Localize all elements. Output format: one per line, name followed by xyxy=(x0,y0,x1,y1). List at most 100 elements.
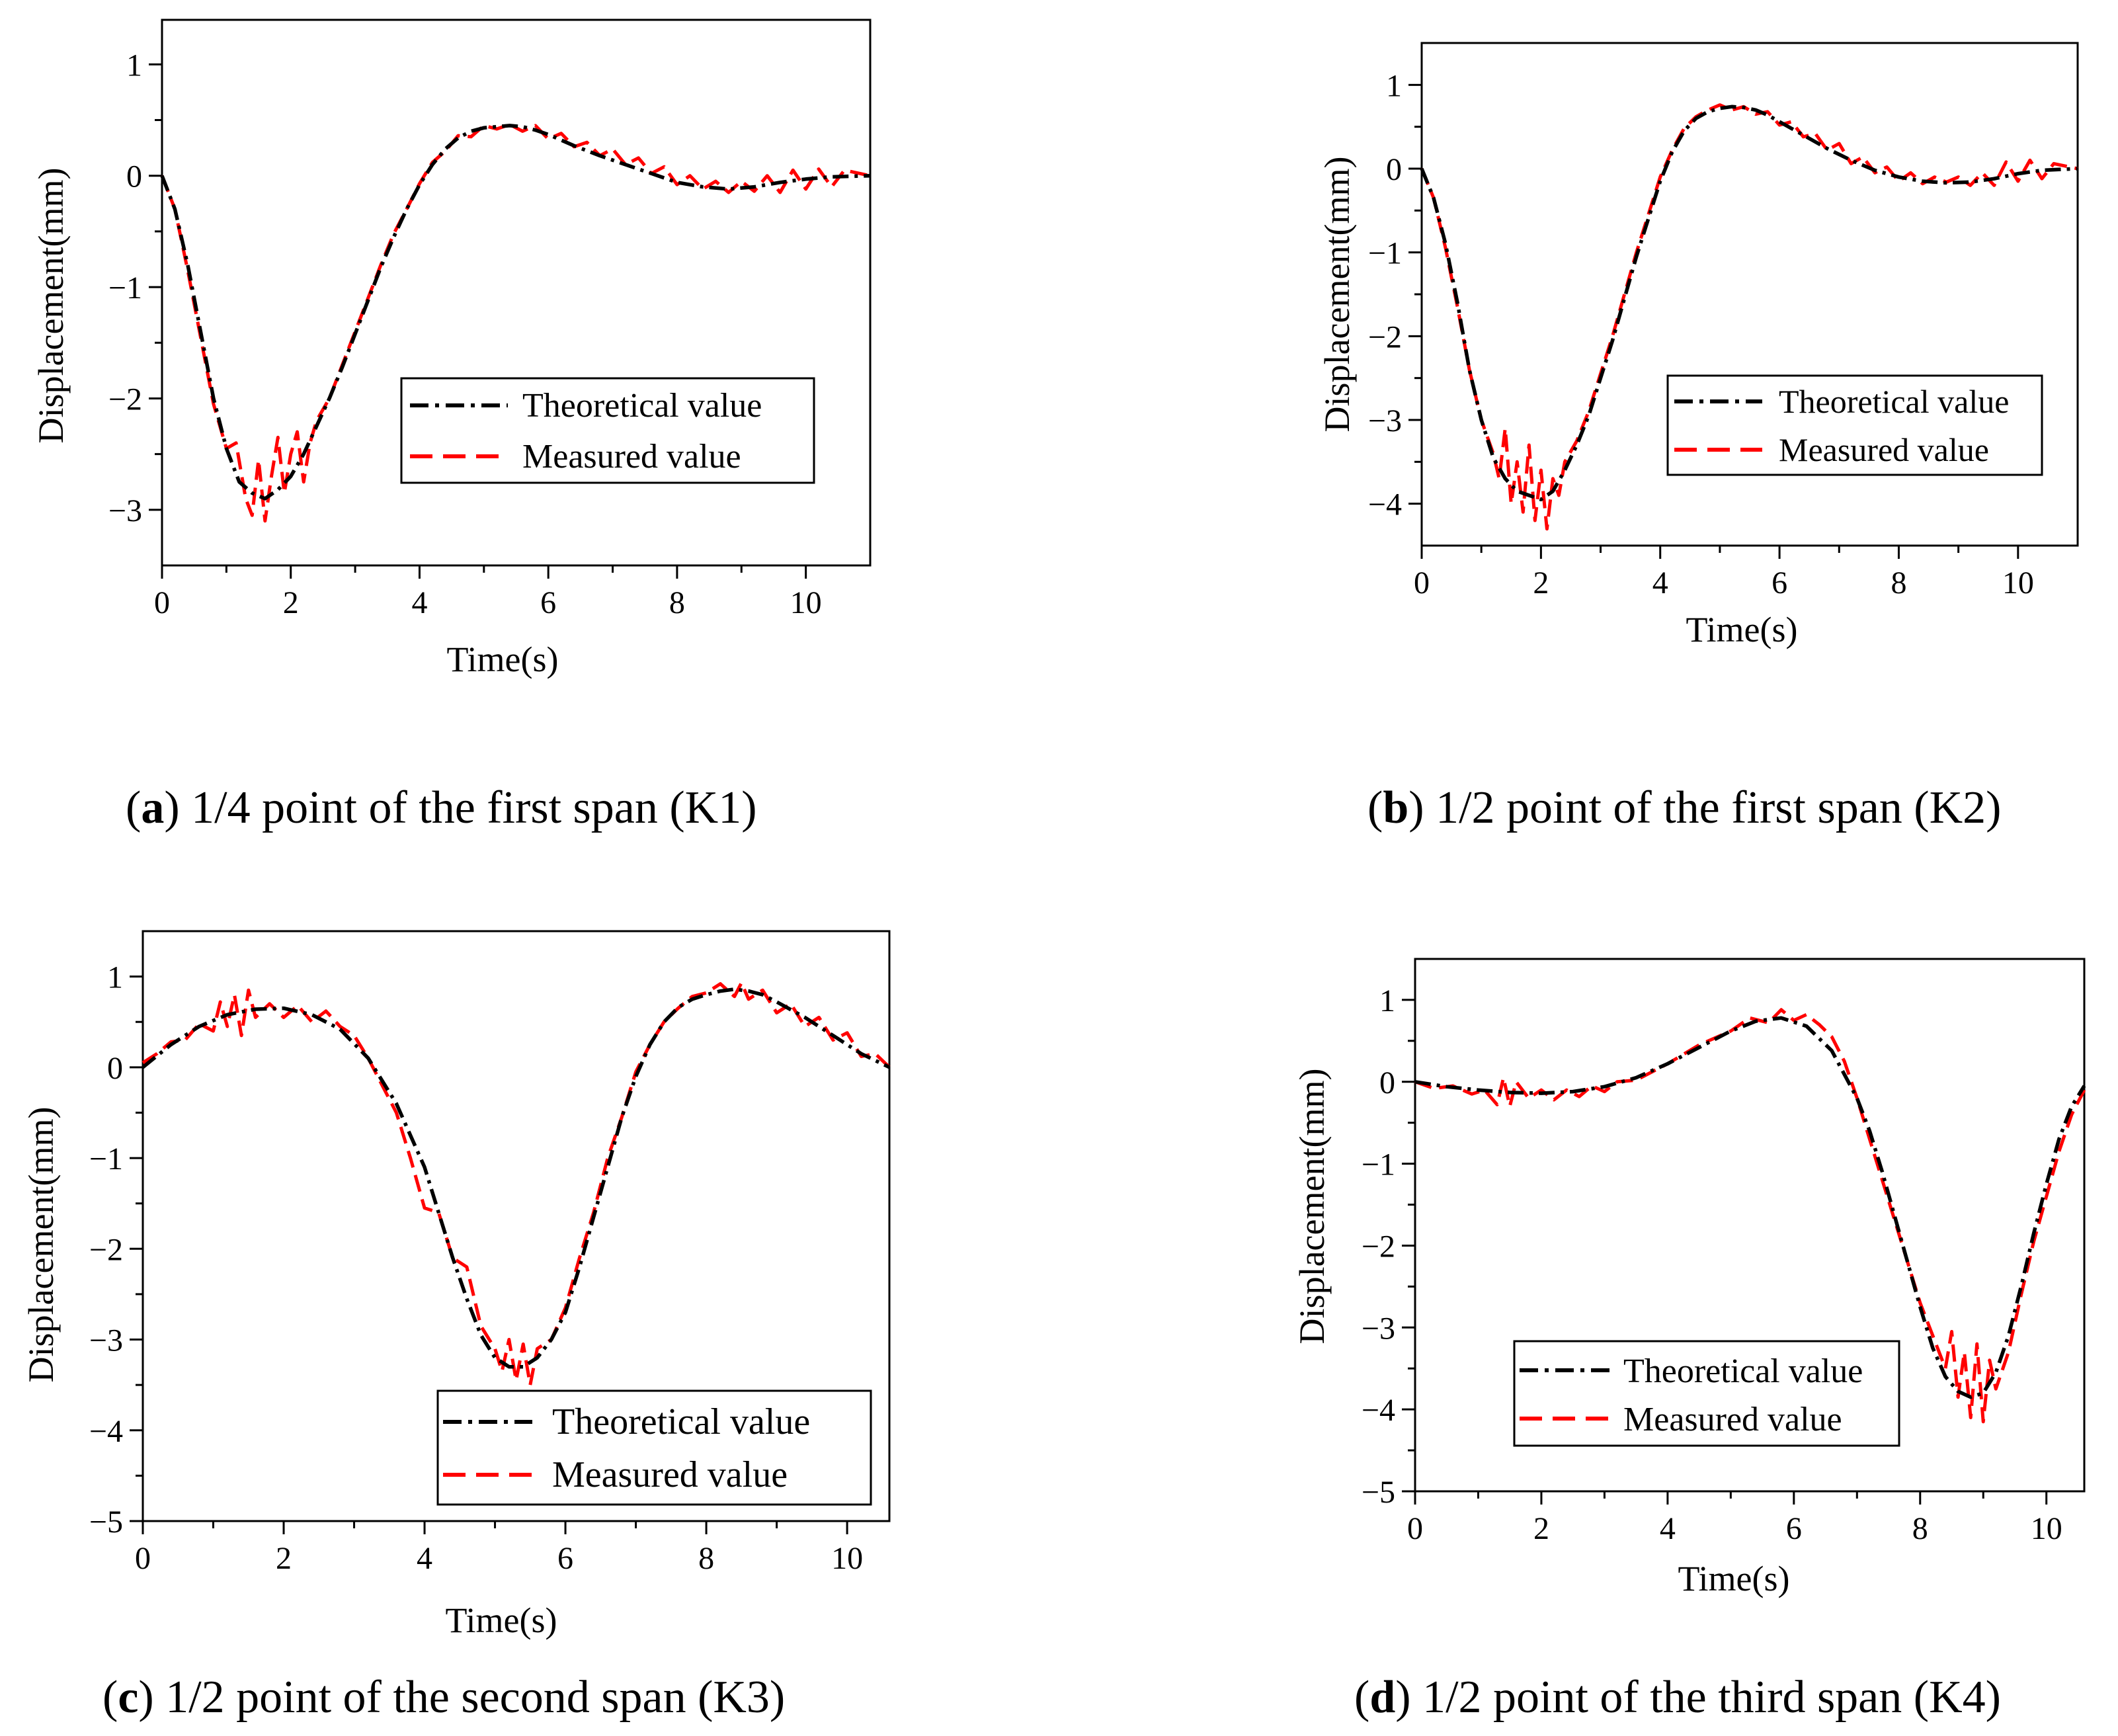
legend-box xyxy=(400,377,815,484)
legend-box xyxy=(1666,374,2043,476)
y-tick-label: 0 xyxy=(107,1051,123,1086)
x-tick-label: 0 xyxy=(154,585,170,620)
tick-marks xyxy=(1402,999,2048,1505)
tick-labels: 0 2 4 6 8 10 −4 −3 −2 −1 0 1 xyxy=(1368,68,2034,600)
axes xyxy=(142,930,891,1522)
theoretical-series-line xyxy=(160,124,871,501)
panel-letter: c xyxy=(118,1672,139,1723)
caption-b: (b) 1/2 point of the first span (K2) xyxy=(1367,782,2002,833)
x-tick-label: 4 xyxy=(1652,565,1668,600)
y-tick-label: 1 xyxy=(1379,983,1395,1018)
x-axis-label: Time(s) xyxy=(1686,610,1797,649)
x-tick-label: 8 xyxy=(669,585,685,620)
measured-series-line xyxy=(1414,1008,2086,1424)
tick-marks xyxy=(130,975,848,1534)
y-tick-label: −5 xyxy=(89,1505,123,1540)
x-tick-label: 2 xyxy=(283,585,299,620)
legend-box xyxy=(1513,1340,1900,1447)
x-axis-label: Time(s) xyxy=(1678,1559,1789,1598)
y-tick-label: −1 xyxy=(1368,236,1402,271)
x-tick-label: 8 xyxy=(698,1541,714,1576)
chart-panel-k3: 0 2 4 6 8 10 −5 −4 −3 −2 −1 0 1 Time(s) Displacement… xyxy=(21,930,891,1640)
caption-text: 1/2 point of the second span (K3) xyxy=(165,1672,786,1723)
y-tick-label: −1 xyxy=(108,270,142,306)
caption-d: (d) 1/2 point of the third span (K4) xyxy=(1354,1672,2001,1723)
y-tick-label: −3 xyxy=(89,1323,123,1358)
y-tick-label: −3 xyxy=(1368,403,1402,438)
theoretical-series-line xyxy=(142,987,891,1369)
y-tick-label: −2 xyxy=(89,1232,123,1267)
y-tick-label: −3 xyxy=(1362,1311,1395,1346)
panel-letter: a xyxy=(141,782,165,833)
x-tick-label: 6 xyxy=(1772,565,1787,600)
x-tick-label: 8 xyxy=(1891,565,1906,600)
legend-box xyxy=(436,1389,872,1506)
theoretical-series-line xyxy=(1414,1016,2086,1399)
legend-measured-label: Measured value xyxy=(522,438,741,475)
legend: Theoretical value Measured value xyxy=(1513,1340,1900,1447)
x-tick-label: 2 xyxy=(1533,565,1549,600)
y-axis-label: Displacement(mm) xyxy=(31,168,71,444)
chart-panel-k1: 0 2 4 6 8 10 −3 −2 −1 0 1 Time(s) Displacement(mm)… xyxy=(31,19,872,679)
legend-measured-label: Measured value xyxy=(1623,1401,1842,1438)
x-tick-label: 4 xyxy=(411,585,427,620)
legend: Theoretical value Measured value xyxy=(436,1389,872,1506)
y-axis-label: Displacement(mm) xyxy=(1317,157,1357,433)
x-tick-label: 10 xyxy=(790,585,822,620)
x-tick-label: 10 xyxy=(831,1541,863,1576)
measured-series-line xyxy=(160,122,871,523)
y-tick-label: 1 xyxy=(1386,68,1402,103)
y-tick-label: −2 xyxy=(1368,319,1402,354)
y-tick-label: −4 xyxy=(1368,487,1402,522)
legend-measured-label: Measured value xyxy=(1779,431,1989,468)
panel-letter: d xyxy=(1369,1672,1396,1723)
x-tick-label: 4 xyxy=(1660,1511,1676,1546)
x-tick-label: 6 xyxy=(557,1541,573,1576)
plot-frame xyxy=(142,930,891,1522)
x-tick-label: 4 xyxy=(417,1541,432,1576)
y-tick-label: 1 xyxy=(107,960,123,995)
plot-frame xyxy=(161,19,872,567)
tick-labels: 0 2 4 6 8 10 −5 −4 −3 −2 −1 0 1 xyxy=(89,960,863,1576)
y-tick-label: 1 xyxy=(126,48,142,83)
legend-measured-label: Measured value xyxy=(552,1454,788,1495)
tick-marks xyxy=(149,63,807,579)
caption-c: (c) 1/2 point of the second span (K3) xyxy=(102,1672,786,1723)
x-tick-label: 10 xyxy=(2002,565,2034,600)
x-tick-label: 6 xyxy=(540,585,556,620)
x-tick-label: 0 xyxy=(1414,565,1430,600)
panel-letter: b xyxy=(1383,782,1409,833)
legend-theoretical-label: Theoretical value xyxy=(1779,383,2009,420)
axes xyxy=(161,19,872,567)
y-tick-label: −3 xyxy=(108,493,142,528)
chart-panel-k4: 0 2 4 6 8 10 −5 −4 −3 −2 −1 0 1 Time(s) Displacement… xyxy=(1292,958,2086,1598)
caption-text: 1/2 point of the first span (K2) xyxy=(1436,782,2002,833)
y-tick-label: 0 xyxy=(126,159,142,194)
y-tick-label: −1 xyxy=(89,1141,123,1177)
tick-marks xyxy=(1408,83,2019,559)
series-lines xyxy=(142,981,891,1387)
x-tick-label: 0 xyxy=(1407,1511,1423,1546)
legend-theoretical-label: Theoretical value xyxy=(1623,1352,1863,1390)
caption-a: (a) 1/4 point of the first span (K1) xyxy=(126,782,757,833)
tick-labels: 0 2 4 6 8 10 −5 −4 −3 −2 −1 0 1 xyxy=(1362,983,2062,1546)
y-tick-label: 0 xyxy=(1379,1065,1395,1100)
x-tick-label: 8 xyxy=(1912,1511,1928,1546)
y-tick-label: 0 xyxy=(1386,152,1402,187)
tick-labels: 0 2 4 6 8 10 −3 −2 −1 0 1 xyxy=(108,48,822,620)
y-axis-label: Displacement(mm) xyxy=(1292,1069,1332,1344)
y-tick-label: −1 xyxy=(1362,1147,1395,1182)
y-tick-label: −4 xyxy=(89,1414,123,1449)
caption-text: 1/2 point of the third span (K4) xyxy=(1422,1672,2001,1723)
x-tick-label: 0 xyxy=(135,1541,151,1576)
y-tick-label: −2 xyxy=(1362,1229,1395,1264)
series-lines xyxy=(160,122,871,523)
y-tick-label: −5 xyxy=(1362,1475,1395,1510)
plot-frame xyxy=(1414,958,2086,1493)
y-axis-label: Displacement(mm) xyxy=(21,1107,61,1383)
chart-panel-k2: 0 2 4 6 8 10 −4 −3 −2 −1 0 1 Time(s) Displacement(m… xyxy=(1317,42,2079,649)
x-tick-label: 2 xyxy=(1533,1511,1549,1546)
legend-theoretical-label: Theoretical value xyxy=(552,1401,810,1442)
measured-series-line xyxy=(142,981,891,1387)
